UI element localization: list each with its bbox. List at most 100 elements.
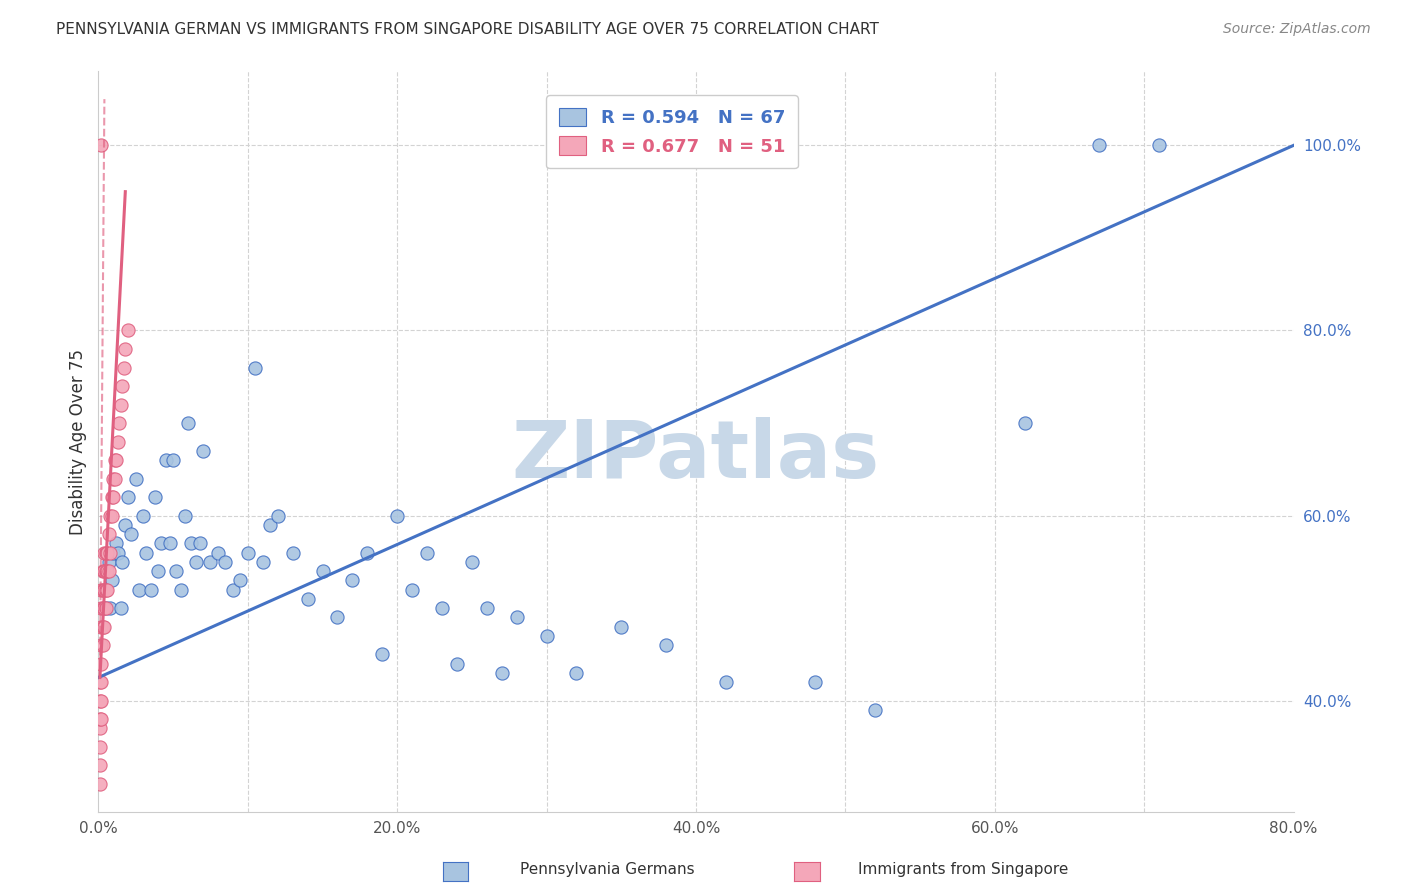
Point: [110, 601, 132, 615]
Point: [536, 629, 558, 643]
Point: [89, 675, 111, 690]
Point: [93, 582, 115, 597]
Point: [91, 601, 114, 615]
Point: [90, 694, 112, 708]
Y-axis label: Disability Age Over 75: Disability Age Over 75: [69, 349, 87, 534]
Point: [207, 545, 229, 560]
Point: [714, 675, 737, 690]
Point: [104, 453, 127, 467]
Point: [90, 620, 112, 634]
Point: [150, 536, 173, 550]
Point: [804, 675, 827, 690]
Point: [236, 545, 259, 560]
Point: [117, 323, 139, 337]
Point: [93, 545, 115, 560]
Point: [177, 416, 200, 430]
Point: [104, 472, 127, 486]
Point: [128, 582, 150, 597]
Point: [1088, 138, 1111, 153]
Point: [356, 545, 378, 560]
Point: [94, 582, 117, 597]
Point: [188, 536, 211, 550]
Text: Pennsylvania Germans: Pennsylvania Germans: [520, 863, 695, 877]
Point: [114, 517, 136, 532]
Point: [101, 508, 124, 523]
Point: [446, 657, 468, 671]
Point: [90, 582, 112, 597]
Point: [101, 574, 124, 588]
Point: [98, 508, 122, 523]
Point: [174, 508, 197, 523]
Point: [108, 416, 131, 430]
Point: [565, 665, 588, 680]
Point: [401, 582, 423, 597]
Point: [94, 564, 117, 578]
Point: [252, 555, 274, 569]
Point: [97, 564, 120, 578]
Point: [117, 490, 139, 504]
Point: [148, 564, 170, 578]
Point: [385, 508, 409, 523]
Point: [98, 545, 122, 560]
Point: [259, 517, 281, 532]
Point: [89, 758, 111, 772]
Point: [110, 398, 132, 412]
Point: [91, 638, 114, 652]
Point: [155, 453, 177, 467]
Point: [416, 545, 439, 560]
Point: [311, 564, 333, 578]
Point: [184, 555, 207, 569]
Text: Source: ZipAtlas.com: Source: ZipAtlas.com: [1223, 22, 1371, 37]
Point: [267, 508, 290, 523]
Point: [139, 582, 162, 597]
Text: PENNSYLVANIA GERMAN VS IMMIGRANTS FROM SINGAPORE DISABILITY AGE OVER 75 CORRELAT: PENNSYLVANIA GERMAN VS IMMIGRANTS FROM S…: [56, 22, 879, 37]
Point: [94, 545, 117, 560]
Point: [114, 342, 136, 356]
Point: [165, 564, 187, 578]
Point: [229, 574, 252, 588]
Point: [506, 610, 529, 624]
Point: [89, 694, 111, 708]
Point: [107, 434, 129, 449]
Point: [159, 536, 181, 550]
Point: [105, 453, 128, 467]
Point: [91, 582, 114, 597]
Point: [90, 138, 112, 153]
Point: [94, 601, 117, 615]
Point: [90, 712, 112, 726]
Point: [1014, 416, 1036, 430]
Point: [610, 620, 633, 634]
Point: [111, 379, 134, 393]
Point: [91, 620, 114, 634]
Point: [475, 601, 498, 615]
Point: [461, 555, 484, 569]
Point: [132, 508, 155, 523]
Point: [96, 564, 118, 578]
Point: [93, 564, 115, 578]
Point: [96, 582, 118, 597]
Point: [245, 360, 267, 375]
Point: [180, 536, 202, 550]
Point: [93, 620, 115, 634]
Point: [91, 564, 114, 578]
Point: [430, 601, 453, 615]
Point: [214, 555, 236, 569]
Point: [90, 601, 112, 615]
Point: [103, 472, 125, 486]
Point: [342, 574, 364, 588]
Point: [89, 722, 111, 736]
Point: [93, 601, 115, 615]
Point: [97, 527, 120, 541]
Point: [105, 536, 128, 550]
Point: [169, 582, 191, 597]
Point: [200, 555, 222, 569]
Point: [89, 777, 111, 791]
Text: ZIPatlas: ZIPatlas: [512, 417, 880, 495]
Text: Immigrants from Singapore: Immigrants from Singapore: [858, 863, 1069, 877]
Point: [90, 657, 112, 671]
Point: [111, 555, 134, 569]
Point: [107, 545, 129, 560]
Point: [125, 472, 148, 486]
Legend: R = 0.594   N = 67, R = 0.677   N = 51: R = 0.594 N = 67, R = 0.677 N = 51: [547, 95, 797, 169]
Point: [191, 443, 214, 458]
